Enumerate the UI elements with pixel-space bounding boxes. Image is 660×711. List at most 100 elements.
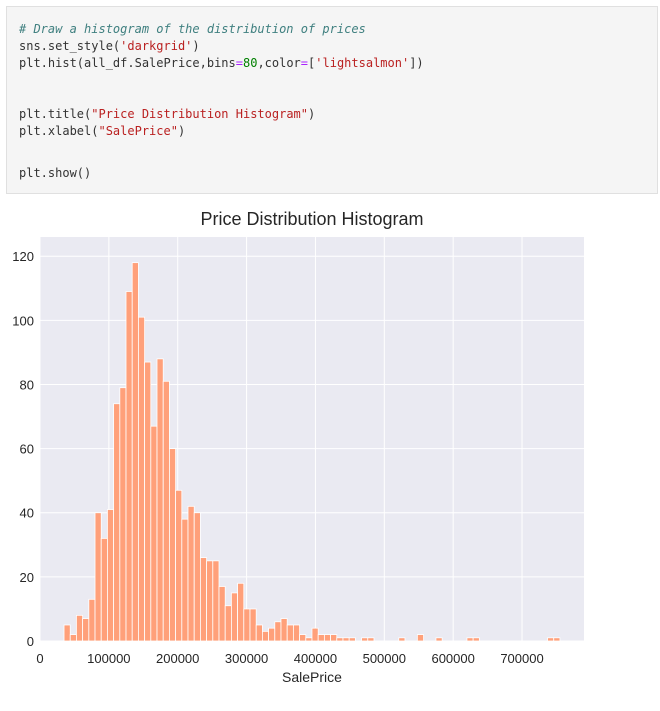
histogram-bar [243, 608, 251, 642]
histogram-bar [292, 624, 300, 642]
y-tick-label: 80 [20, 377, 34, 392]
y-tick-label: 100 [12, 313, 34, 328]
code-line: # Draw a histogram of the distribution o… [19, 21, 366, 38]
histogram-bar [398, 637, 406, 642]
histogram-bar [156, 358, 164, 642]
code-line: plt.title("Price Distribution Histogram"… [19, 106, 315, 123]
code-token: sns.set_style( [19, 39, 121, 53]
histogram-bar [416, 634, 424, 642]
histogram-bar [255, 624, 263, 642]
histogram-chart: Price Distribution Histogram 0 20 40 60 80 10… [12, 209, 584, 685]
histogram-bar [206, 560, 214, 642]
y-tick-label: 40 [20, 506, 34, 521]
x-tick-label: 400000 [294, 651, 337, 666]
code-token: plt.xlabel( [19, 124, 99, 138]
code-line: plt.hist(all_df.SalePrice,bins=80,color=… [19, 55, 424, 72]
x-tick-label: 300000 [225, 651, 268, 666]
x-tick-label: 100000 [87, 651, 130, 666]
histogram-bar [76, 614, 84, 642]
histogram-output: Price Distribution Histogram 0 20 40 60 80 10… [0, 200, 660, 706]
histogram-bar [162, 380, 170, 642]
x-tick-label: 500000 [363, 651, 406, 666]
histogram-bar [249, 608, 257, 642]
x-tick-label: 200000 [156, 651, 199, 666]
histogram-bar [317, 634, 325, 642]
histogram-bar [435, 637, 443, 642]
y-tick-label: 120 [12, 249, 34, 264]
histogram-bar [63, 624, 71, 642]
code-token: plt.title( [19, 107, 92, 121]
code-token: plt.show() [19, 166, 92, 180]
histogram-bar [224, 605, 232, 642]
x-axis-label: SalePrice [282, 669, 342, 685]
code-line: plt.xlabel("SalePrice") [19, 123, 185, 140]
histogram-bar [286, 624, 294, 642]
histogram-bar [144, 361, 152, 642]
histogram-bar [193, 512, 201, 642]
x-axis-ticks: 0 100000 200000 300000 400000 500000 600000 700… [36, 651, 543, 666]
histogram-bar [466, 637, 474, 642]
code-token: # Draw a histogram of the distribution o… [19, 22, 366, 36]
histogram-bar [348, 637, 356, 642]
histogram-bar [274, 621, 282, 642]
histogram-bar [311, 627, 319, 642]
code-token: 'darkgrid' [120, 39, 193, 53]
y-axis-ticks: 0 20 40 60 80 100 120 [12, 249, 34, 649]
histogram-bar [69, 634, 77, 642]
x-tick-label: 0 [36, 651, 43, 666]
chart-title: Price Distribution Histogram [200, 209, 423, 229]
histogram-bar [231, 592, 239, 642]
histogram-bar [330, 634, 338, 642]
code-line: plt.show() [19, 165, 91, 182]
histogram-bar [218, 586, 226, 642]
code-token: = [235, 56, 243, 70]
code-token: plt.hist(all_df.SalePrice,bins [19, 56, 236, 70]
histogram-bar [175, 489, 183, 642]
histogram-bar [187, 505, 195, 642]
histogram-bar [150, 425, 158, 642]
histogram-bar [181, 518, 189, 642]
code-line: sns.set_style('darkgrid') [19, 38, 200, 55]
histogram-bars [63, 262, 561, 642]
code-token: ]) [409, 56, 424, 70]
y-tick-label: 20 [20, 570, 34, 585]
histogram-bar [107, 509, 115, 642]
y-tick-label: 60 [20, 442, 34, 457]
histogram-bar [94, 512, 102, 642]
histogram-bar [367, 637, 375, 642]
histogram-bar [261, 630, 269, 642]
histogram-bar [472, 637, 480, 642]
histogram-bar [119, 387, 127, 642]
x-tick-label: 700000 [500, 651, 543, 666]
histogram-bar [553, 637, 561, 642]
code-token: [ [308, 56, 316, 70]
histogram-bar [88, 598, 96, 642]
histogram-bar [547, 637, 555, 642]
code-token: 80 [242, 56, 258, 70]
histogram-bar [212, 560, 220, 642]
histogram-bar [113, 403, 121, 642]
code-cell[interactable]: # Draw a histogram of the distribution o… [6, 6, 658, 194]
histogram-bar [237, 582, 245, 642]
code-token: 'lightsalmon' [315, 56, 410, 70]
code-token: "SalePrice" [98, 124, 178, 138]
histogram-bar [138, 316, 146, 642]
histogram-bar [125, 291, 133, 642]
histogram-bar [100, 537, 108, 642]
histogram-bar [361, 637, 369, 642]
histogram-bar [200, 557, 208, 642]
histogram-bar [323, 634, 331, 642]
histogram-bar [305, 637, 313, 642]
histogram-bar [131, 262, 139, 642]
histogram-bar [82, 618, 90, 642]
histogram-bar [342, 637, 350, 642]
histogram-bar [268, 627, 276, 642]
histogram-bar [169, 448, 177, 642]
code-token: = [300, 56, 309, 70]
x-tick-label: 600000 [431, 651, 474, 666]
code-token: ) [308, 107, 316, 121]
histogram-bar [299, 634, 307, 642]
code-token: ,color [257, 56, 301, 70]
code-token: ) [177, 124, 186, 138]
code-token: ) [192, 39, 200, 53]
